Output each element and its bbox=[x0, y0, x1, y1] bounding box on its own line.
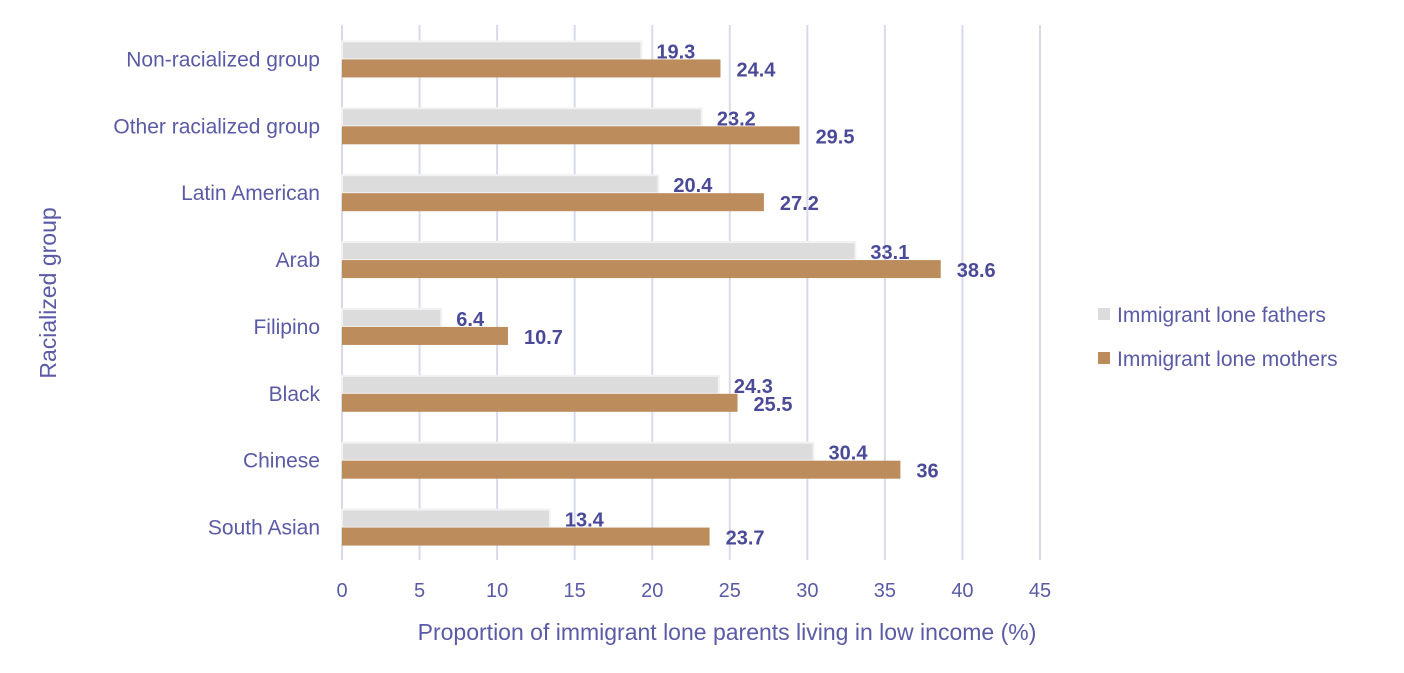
x-tick-label: 15 bbox=[564, 580, 586, 602]
x-tick-label: 40 bbox=[951, 580, 973, 602]
data-label-mothers: 38.6 bbox=[957, 260, 996, 282]
data-label-fathers: 24.3 bbox=[734, 376, 773, 398]
data-label-fathers: 6.4 bbox=[456, 309, 485, 331]
bar-fathers bbox=[341, 508, 551, 529]
x-tick-label: 5 bbox=[414, 580, 425, 602]
bar-mothers bbox=[342, 326, 508, 345]
data-label-mothers: 23.7 bbox=[726, 528, 765, 550]
data-label-fathers: 20.4 bbox=[673, 175, 713, 197]
bar-fathers bbox=[341, 174, 660, 195]
category-label: Chinese bbox=[243, 450, 320, 473]
category-label: Non-racialized group bbox=[126, 48, 320, 71]
x-tick-label: 0 bbox=[336, 580, 347, 602]
x-tick-label: 30 bbox=[796, 580, 818, 602]
data-label-fathers: 33.1 bbox=[870, 242, 909, 264]
legend-swatch-fathers bbox=[1098, 308, 1110, 320]
legend: Immigrant lone fathers Immigrant lone mo… bbox=[1098, 304, 1338, 371]
bar-fathers bbox=[341, 307, 443, 328]
data-label-mothers: 25.5 bbox=[754, 394, 793, 416]
x-tick-label: 35 bbox=[874, 580, 896, 602]
x-tick-label: 25 bbox=[719, 580, 741, 602]
bar-mothers bbox=[342, 393, 738, 412]
data-label-mothers: 29.5 bbox=[816, 126, 855, 148]
bar-fathers bbox=[341, 374, 720, 395]
bar-mothers bbox=[342, 527, 710, 546]
legend-swatch-mothers bbox=[1098, 352, 1110, 364]
data-label-fathers: 30.4 bbox=[829, 443, 869, 465]
data-label-fathers: 23.2 bbox=[717, 108, 756, 130]
category-label: Latin American bbox=[181, 182, 320, 205]
bar-mothers bbox=[342, 126, 800, 145]
x-tick-label: 45 bbox=[1029, 580, 1051, 602]
bar-mothers bbox=[342, 460, 901, 479]
bar-fathers bbox=[341, 107, 703, 128]
bar-fathers bbox=[341, 241, 857, 262]
data-label-mothers: 24.4 bbox=[736, 59, 776, 81]
y-axis-title: Racialized group bbox=[35, 207, 61, 378]
data-label-fathers: 19.3 bbox=[656, 41, 695, 63]
x-tick-label: 20 bbox=[641, 580, 663, 602]
x-axis-title: Proportion of immigrant lone parents liv… bbox=[418, 619, 1037, 645]
bar-mothers bbox=[342, 260, 941, 279]
data-label-mothers: 27.2 bbox=[780, 193, 819, 215]
bar-fathers bbox=[341, 441, 815, 462]
legend-label-mothers: Immigrant lone mothers bbox=[1117, 348, 1338, 371]
category-label: Arab bbox=[276, 249, 320, 272]
data-label-mothers: 36 bbox=[916, 461, 938, 483]
bar-mothers bbox=[342, 59, 721, 78]
bar-fathers bbox=[341, 40, 643, 61]
x-tick-label: 10 bbox=[486, 580, 508, 602]
category-label: South Asian bbox=[208, 517, 320, 540]
category-labels: Non-racialized group Other racialized gro… bbox=[113, 48, 320, 539]
data-labels: 19.3 24.4 23.2 29.5 20.4 27.2 33.1 38.6 6.4 10.7 2… bbox=[456, 41, 995, 549]
bars bbox=[341, 40, 941, 546]
bar-mothers bbox=[342, 193, 764, 212]
category-label: Other racialized group bbox=[113, 115, 320, 138]
data-label-fathers: 13.4 bbox=[565, 510, 605, 532]
category-label: Black bbox=[269, 383, 321, 406]
category-label: Filipino bbox=[253, 316, 320, 339]
legend-label-fathers: Immigrant lone fathers bbox=[1117, 304, 1326, 327]
x-tick-labels: 0 5 10 15 20 25 30 35 40 45 bbox=[336, 580, 1051, 602]
data-label-mothers: 10.7 bbox=[524, 327, 563, 349]
